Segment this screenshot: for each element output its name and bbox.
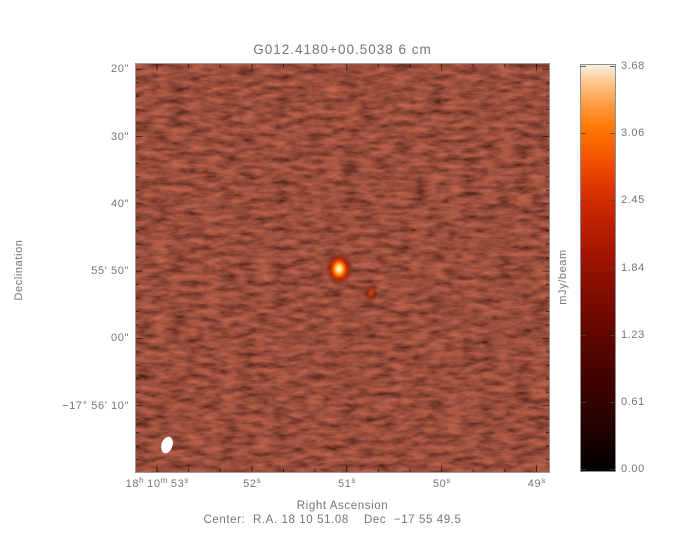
x-axis-tick-labels: 18h 10m 53s 52s 51s 50s 49s (0, 475, 684, 498)
x-axis-title: Right Ascension (296, 500, 389, 512)
y-tick-label: 40" (111, 197, 129, 210)
secondary-source-blob (363, 284, 379, 302)
colorbar-tick-labels: 3.68 3.06 2.45 1.84 1.23 0.61 0.00 (621, 0, 681, 540)
colorbar-tick-label: 0.00 (621, 463, 645, 476)
colorbar-tick-mark (581, 334, 586, 336)
x-tick-label: 50s (432, 475, 451, 491)
plot-title: G012.4180+00.5038 6 cm (253, 42, 432, 57)
colorbar-tick-mark (610, 133, 615, 135)
y-axis-title: Declination (13, 239, 25, 301)
plot-border (135, 63, 550, 473)
x-tick-label: 18h 10m 53s (125, 475, 189, 491)
axis-tick-marks (135, 63, 550, 473)
x-tick-label: 51s (338, 475, 356, 491)
y-tick-label: 55' 50" (91, 265, 129, 278)
colorbar-unit-label: mJy/beam (557, 249, 569, 305)
colorbar-tick-mark (581, 66, 586, 67)
colorbar-tick-label: 0.61 (621, 395, 645, 408)
colorbar-tick-mark (610, 66, 615, 67)
field-center-caption: Center: R.A. 18 10 51.08 Dec −17 55 49.5 (203, 514, 462, 526)
y-tick-label: 00" (111, 332, 129, 345)
y-tick-label: 30" (111, 130, 129, 143)
colorbar-tick-mark (581, 133, 586, 135)
image-plot-area (135, 63, 550, 473)
y-tick-label: 20" (111, 63, 129, 76)
colorbar-tick-label: 1.23 (621, 328, 645, 341)
x-tick-label: 49s (527, 475, 546, 491)
colorbar-tick-mark (610, 401, 615, 403)
x-tick-label: 52s (243, 475, 261, 491)
colorbar-tick-label: 1.84 (621, 261, 645, 274)
y-tick-label: −17° 56' 10" (62, 399, 129, 412)
colorbar-tick-label: 3.06 (621, 127, 645, 140)
colorbar-tick-mark (581, 469, 586, 471)
colorbar-tick-mark (581, 267, 586, 269)
colorbar-tick-mark (610, 334, 615, 336)
radio-map-image (135, 63, 550, 473)
colorbar-tick-mark (581, 401, 586, 403)
colorbar-gradient (580, 64, 616, 472)
beam-ellipse (161, 436, 173, 454)
colorbar-tick-label: 3.68 (621, 60, 645, 72)
primary-source-blob (325, 252, 353, 286)
y-axis-tick-labels: 20" 30" 40" 55' 50" 00" −17° 56' 10" (0, 0, 129, 540)
colorbar-tick-label: 2.45 (621, 194, 645, 207)
colorbar-tick-mark (610, 469, 615, 471)
colorbar-tick-mark (610, 267, 615, 269)
colorbar-tick-mark (610, 200, 615, 202)
colorbar-tick-mark (581, 200, 586, 202)
